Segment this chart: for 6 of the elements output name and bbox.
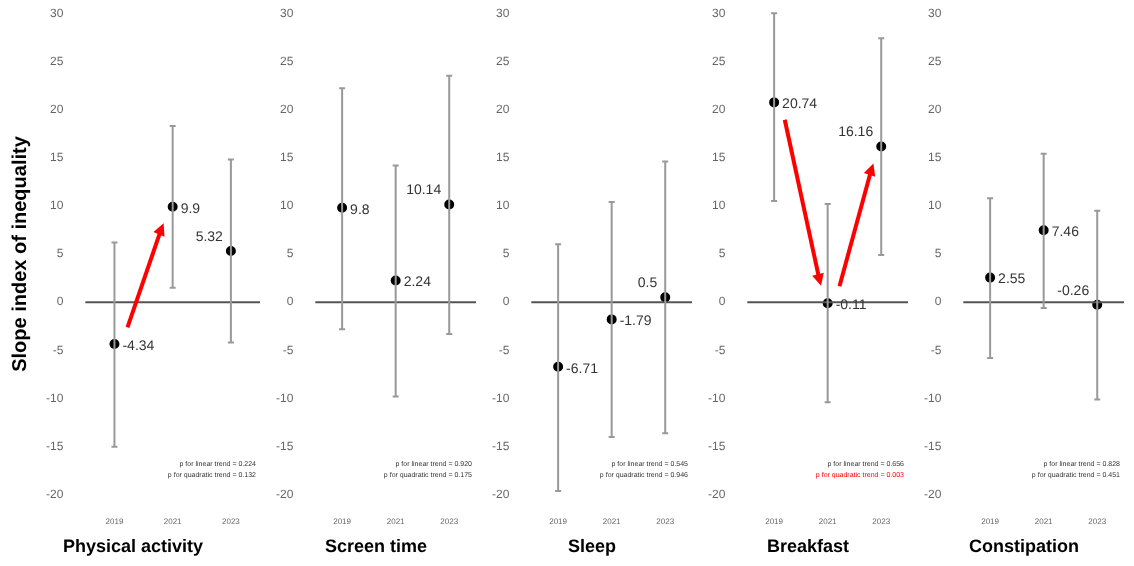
text: Sleep (567, 536, 618, 557)
text: Constipation (969, 536, 1079, 557)
y-axis-title: Slope index of inequality (9, 135, 32, 372)
text: Screen time (324, 536, 428, 557)
text: Breakfast (766, 536, 850, 557)
text: Physical activity (62, 536, 204, 557)
